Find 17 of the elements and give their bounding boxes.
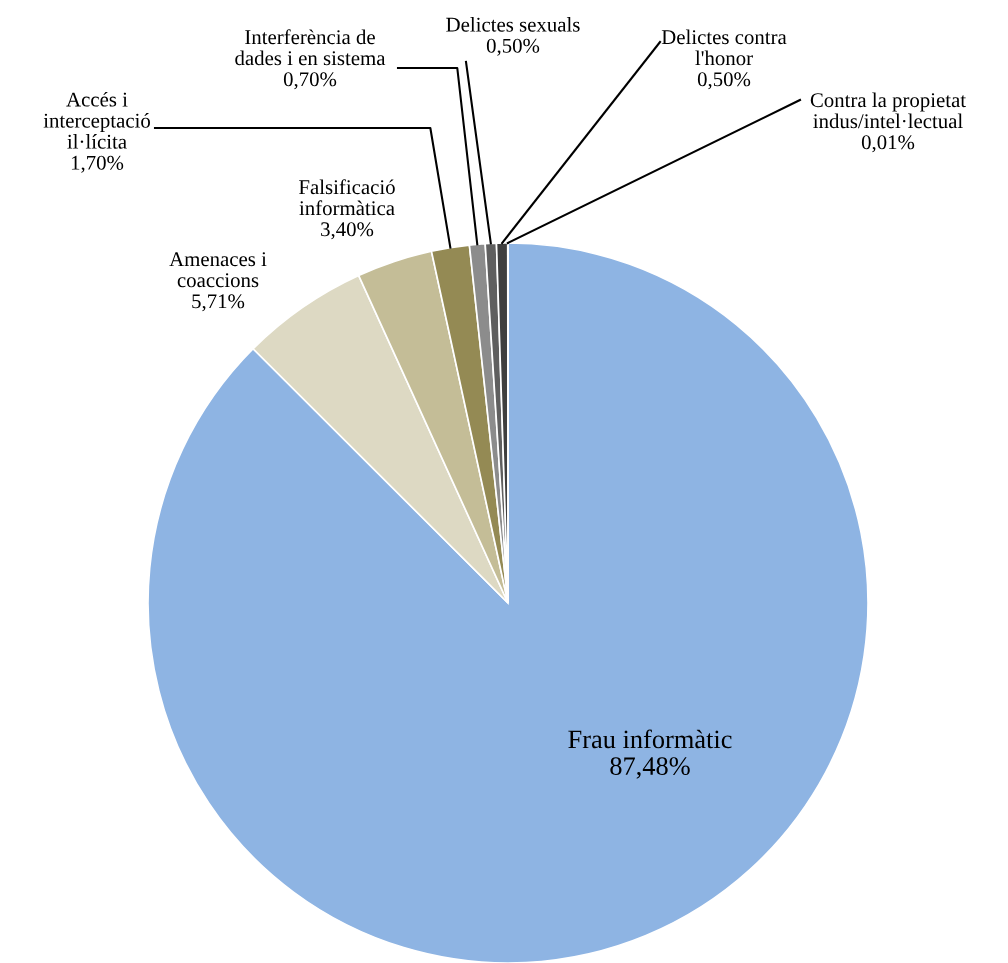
data-label: 87,48% [610, 757, 690, 779]
slice-label: Interferència de dades i en sistema [235, 29, 386, 66]
slice-label: Falsificació informàtica [299, 179, 395, 216]
data-label: 0,50% [697, 72, 751, 90]
slice-label: Accés i interceptació il·lícita [43, 91, 150, 149]
slice-label: Delictes sexuals [446, 17, 580, 32]
slice-label: Amenaces i coaccions [169, 252, 267, 288]
data-label: 0,70% [283, 72, 337, 90]
slice-label: Contra la propietat indus/intel·lectual [810, 92, 966, 129]
slice-label: Delictes contra l'honor [661, 29, 787, 66]
pie-slice [147, 242, 869, 963]
data-label: 5,71% [192, 294, 245, 312]
data-label: 0,50% [486, 38, 540, 56]
slice-label: Frau informàtic [568, 729, 732, 749]
data-label: 3,40% [321, 222, 374, 240]
data-label: 1,70% [71, 155, 124, 173]
data-label: 0,01% [861, 135, 915, 153]
